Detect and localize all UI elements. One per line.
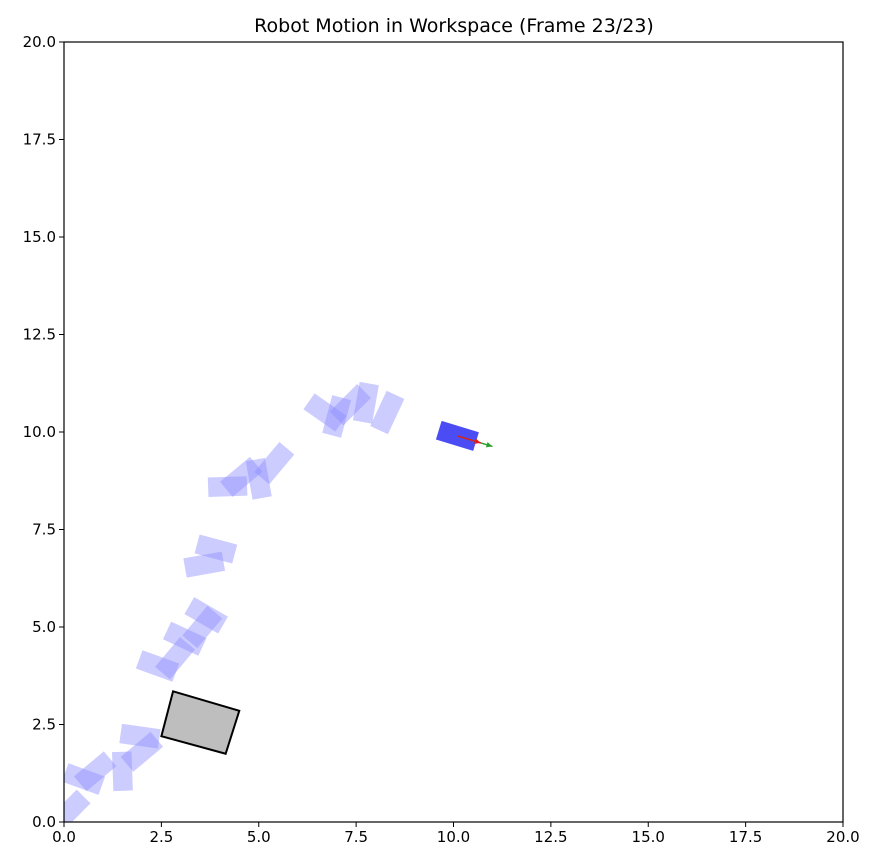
y-tick-label-6: 15.0 — [23, 228, 56, 246]
trail-robot-9 — [182, 605, 223, 649]
x-tick-label-3: 7.5 — [344, 828, 368, 846]
chart-title: Robot Motion in Workspace (Frame 23/23) — [254, 15, 654, 37]
trail-robot-7 — [155, 637, 195, 680]
trail-robot-5 — [119, 723, 161, 749]
x-tick-label-5: 12.5 — [534, 828, 567, 846]
plot-area: 0.0 2.5 5.0 7.5 10.0 12.5 15.0 17.5 20.0 0.0 2.5 5.… — [23, 33, 860, 846]
y-tick-label-4: 10.0 — [23, 423, 56, 441]
x-tick-label-2: 5.0 — [247, 828, 271, 846]
y-tick-label-1: 2.5 — [32, 716, 56, 734]
trail-robot-17 — [303, 393, 347, 432]
heading-arrow-head — [474, 438, 481, 444]
trail-robot-20 — [352, 381, 379, 424]
trail-robot-0 — [64, 789, 91, 822]
trail-robot-12 — [194, 534, 238, 564]
y-tick-label-0: 0.0 — [32, 813, 56, 831]
y-tick-label-7: 17.5 — [23, 131, 56, 149]
y-tick-label-8: 20.0 — [23, 33, 56, 51]
trail-robot-19 — [329, 384, 371, 426]
x-tick-label-1: 2.5 — [149, 828, 173, 846]
y-tick-label-2: 5.0 — [32, 618, 56, 636]
trail-robot-4 — [120, 731, 164, 772]
trail-robot-14 — [220, 456, 263, 497]
trail-robot-11 — [183, 551, 226, 578]
trail-robot-15 — [245, 457, 272, 500]
trail-robot-2 — [73, 751, 117, 792]
trail-robot-13 — [207, 476, 248, 498]
trail-robot-6 — [135, 650, 180, 682]
plot-marks — [64, 381, 493, 822]
y-tick-label-3: 7.5 — [32, 521, 56, 539]
x-tick-label-4: 10.0 — [437, 828, 470, 846]
y-tick-label-5: 12.5 — [23, 326, 56, 344]
trail-robot-18 — [322, 395, 352, 438]
trail-robot-10 — [184, 597, 228, 634]
x-tick-label-8: 20.0 — [826, 828, 859, 846]
trail-robot-16 — [254, 442, 295, 485]
heading-arrow — [457, 435, 481, 444]
trail-robot-8 — [162, 621, 207, 656]
x-tick-label-0: 0.0 — [52, 828, 76, 846]
trail-robot-1 — [64, 763, 106, 795]
trail-robot-21 — [370, 390, 405, 435]
x-tick-label-7: 17.5 — [729, 828, 762, 846]
velocity-arrow-head — [485, 442, 493, 448]
trail-robot-3 — [112, 751, 133, 792]
x-tick-label-6: 15.0 — [632, 828, 665, 846]
obstacle — [160, 690, 241, 755]
